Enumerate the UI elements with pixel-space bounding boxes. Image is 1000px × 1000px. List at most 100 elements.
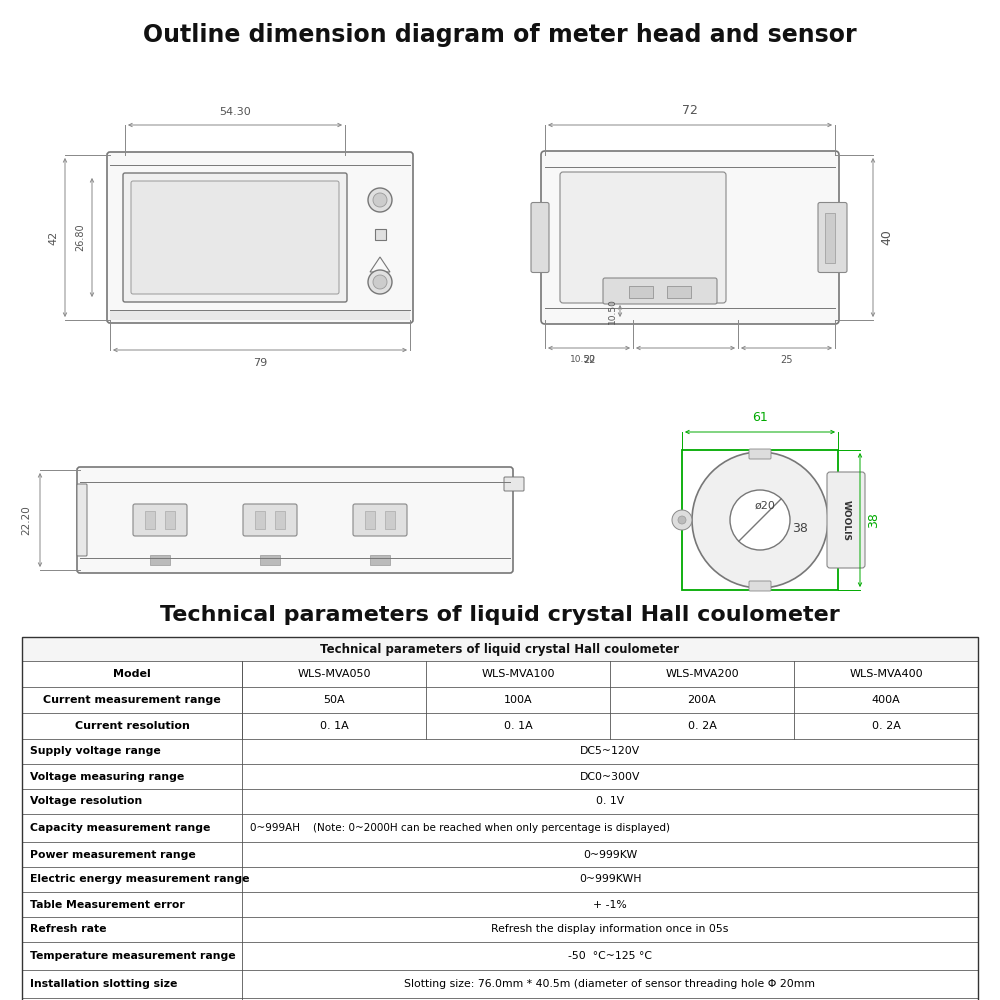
Text: 100A: 100A — [504, 695, 532, 705]
Text: 0~999AH    (Note: 0~2000H can be reached when only percentage is displayed): 0~999AH (Note: 0~2000H can be reached wh… — [250, 823, 670, 833]
FancyBboxPatch shape — [603, 278, 717, 304]
Circle shape — [373, 193, 387, 207]
Text: DC0~300V: DC0~300V — [580, 772, 640, 782]
Text: 400A: 400A — [872, 695, 900, 705]
Text: 79: 79 — [253, 358, 267, 368]
Bar — [667, 286, 691, 298]
Text: Model: Model — [113, 669, 151, 679]
Text: 54.30: 54.30 — [219, 107, 251, 117]
Circle shape — [730, 490, 790, 550]
Text: 0. 2A: 0. 2A — [688, 721, 716, 731]
FancyBboxPatch shape — [131, 181, 339, 294]
Text: WLS-MVA100: WLS-MVA100 — [481, 669, 555, 679]
Bar — [22, 637, 978, 1000]
Text: 0~999KW: 0~999KW — [583, 850, 637, 859]
Text: 0. 1A: 0. 1A — [320, 721, 348, 731]
Bar — [365, 511, 375, 529]
Bar — [165, 511, 175, 529]
Bar — [22, 917, 978, 942]
FancyBboxPatch shape — [353, 504, 407, 536]
FancyBboxPatch shape — [541, 151, 839, 324]
Text: 61: 61 — [752, 411, 768, 424]
Text: Current measurement range: Current measurement range — [43, 695, 221, 705]
FancyBboxPatch shape — [107, 152, 413, 323]
Bar — [150, 555, 170, 565]
Text: Capacity measurement range: Capacity measurement range — [30, 823, 210, 833]
Bar — [145, 511, 155, 529]
FancyBboxPatch shape — [243, 504, 297, 536]
Text: WOOLIS: WOOLIS — [842, 499, 850, 540]
Bar — [370, 555, 390, 565]
Bar — [22, 713, 978, 739]
Bar — [22, 970, 978, 998]
Circle shape — [373, 275, 387, 289]
Bar — [22, 764, 978, 789]
Text: Voltage measuring range: Voltage measuring range — [30, 772, 184, 782]
Text: 22.20: 22.20 — [21, 505, 31, 535]
Text: WLS-MVA400: WLS-MVA400 — [849, 669, 923, 679]
Bar — [22, 998, 978, 1000]
Text: + -1%: + -1% — [593, 900, 627, 910]
Text: 10.50: 10.50 — [570, 355, 596, 364]
Text: Refresh rate: Refresh rate — [30, 924, 106, 934]
Text: 0~999KWH: 0~999KWH — [579, 874, 641, 884]
Text: 0. 1A: 0. 1A — [504, 721, 532, 731]
Bar — [22, 739, 978, 764]
Bar — [22, 842, 978, 867]
Text: Refresh the display information once in 05s: Refresh the display information once in … — [491, 924, 729, 934]
Text: Outline dimension diagram of meter head and sensor: Outline dimension diagram of meter head … — [143, 23, 857, 47]
Text: WLS-MVA200: WLS-MVA200 — [665, 669, 739, 679]
Text: Current resolution: Current resolution — [75, 721, 189, 731]
Circle shape — [692, 452, 828, 588]
Text: Voltage resolution: Voltage resolution — [30, 796, 142, 806]
Text: Supply voltage range: Supply voltage range — [30, 746, 161, 756]
Text: 40: 40 — [881, 230, 894, 245]
FancyBboxPatch shape — [504, 477, 524, 491]
Text: WLS-MVA050: WLS-MVA050 — [297, 669, 371, 679]
Text: 42: 42 — [48, 230, 58, 245]
Bar — [22, 867, 978, 892]
FancyBboxPatch shape — [77, 484, 87, 556]
FancyBboxPatch shape — [749, 449, 771, 459]
FancyBboxPatch shape — [827, 472, 865, 568]
Text: Slotting size: 76.0mm * 40.5m (diameter of sensor threading hole Φ 20mm: Slotting size: 76.0mm * 40.5m (diameter … — [404, 979, 816, 989]
Circle shape — [678, 516, 686, 524]
Bar — [385, 511, 395, 529]
Text: Electric energy measurement range: Electric energy measurement range — [30, 874, 250, 884]
Text: Power measurement range: Power measurement range — [30, 850, 196, 859]
Text: 22: 22 — [583, 355, 595, 365]
FancyBboxPatch shape — [560, 172, 726, 303]
Bar — [22, 942, 978, 970]
FancyBboxPatch shape — [123, 173, 347, 302]
FancyBboxPatch shape — [133, 504, 187, 536]
Bar — [682, 450, 838, 590]
Bar — [22, 637, 978, 661]
Bar — [375, 229, 386, 240]
Text: 72: 72 — [682, 104, 698, 117]
Bar — [255, 511, 265, 529]
Text: Temperature measurement range: Temperature measurement range — [30, 951, 236, 961]
Bar — [22, 892, 978, 917]
Text: Installation slotting size: Installation slotting size — [30, 979, 177, 989]
Text: 38: 38 — [792, 522, 808, 534]
Bar — [22, 789, 978, 814]
Text: 25: 25 — [780, 355, 793, 365]
FancyBboxPatch shape — [77, 467, 513, 573]
Text: Table Measurement error: Table Measurement error — [30, 900, 185, 910]
Text: 200A: 200A — [688, 695, 716, 705]
Text: Technical parameters of liquid crystal Hall coulometer: Technical parameters of liquid crystal H… — [160, 605, 840, 625]
Bar — [22, 814, 978, 842]
FancyBboxPatch shape — [818, 202, 847, 272]
Text: 26.80: 26.80 — [75, 224, 85, 251]
Bar — [110, 310, 410, 320]
Bar — [825, 213, 835, 262]
Bar — [22, 661, 978, 687]
Bar — [629, 286, 653, 298]
Text: 0. 2A: 0. 2A — [872, 721, 900, 731]
Bar — [275, 511, 285, 529]
Bar — [22, 687, 978, 713]
Circle shape — [672, 510, 692, 530]
Text: 10.50: 10.50 — [608, 298, 617, 324]
Circle shape — [368, 270, 392, 294]
FancyBboxPatch shape — [531, 202, 549, 272]
